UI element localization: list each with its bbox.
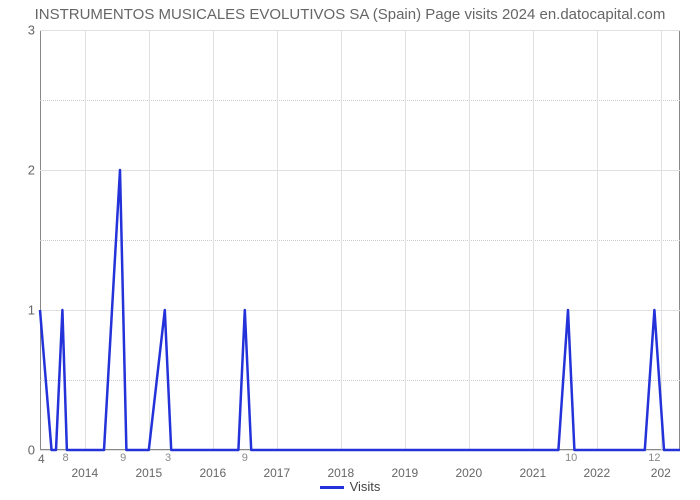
legend-label: Visits <box>350 479 381 494</box>
x-tick-minor: 9 <box>120 452 126 464</box>
chart-title: INSTRUMENTOS MUSICALES EVOLUTIVOS SA (Sp… <box>0 6 700 23</box>
y-tick-label: 1 <box>5 303 35 318</box>
x-tick-year: 2021 <box>519 466 546 480</box>
x-tick-year: 2018 <box>327 466 354 480</box>
x-tick-year: 2020 <box>455 466 482 480</box>
y-tick-label: 3 <box>5 23 35 38</box>
y-tick-label: 0 <box>5 443 35 458</box>
x-tick-minor: 3 <box>165 452 171 464</box>
x-tick-minor: 12 <box>648 452 660 464</box>
chart-legend: Visits <box>0 479 700 494</box>
y-tick-label: 2 <box>5 163 35 178</box>
x-tick-year: 2014 <box>71 466 98 480</box>
plot-area <box>40 30 680 450</box>
x-tick-minor: 8 <box>63 452 69 464</box>
x-tick-year: 2016 <box>199 466 226 480</box>
x-tick-minor: 9 <box>242 452 248 464</box>
x-tick-year: 2019 <box>391 466 418 480</box>
x-tick-year: 2022 <box>583 466 610 480</box>
x-tick-label-first: 4 <box>38 452 45 466</box>
x-tick-year: 2017 <box>263 466 290 480</box>
x-tick-minor: 10 <box>565 452 577 464</box>
legend-swatch <box>320 486 344 489</box>
chart-container: INSTRUMENTOS MUSICALES EVOLUTIVOS SA (Sp… <box>0 0 700 500</box>
x-tick-year: 2015 <box>135 466 162 480</box>
x-tick-year: 202 <box>651 466 671 480</box>
line-series <box>40 30 680 450</box>
